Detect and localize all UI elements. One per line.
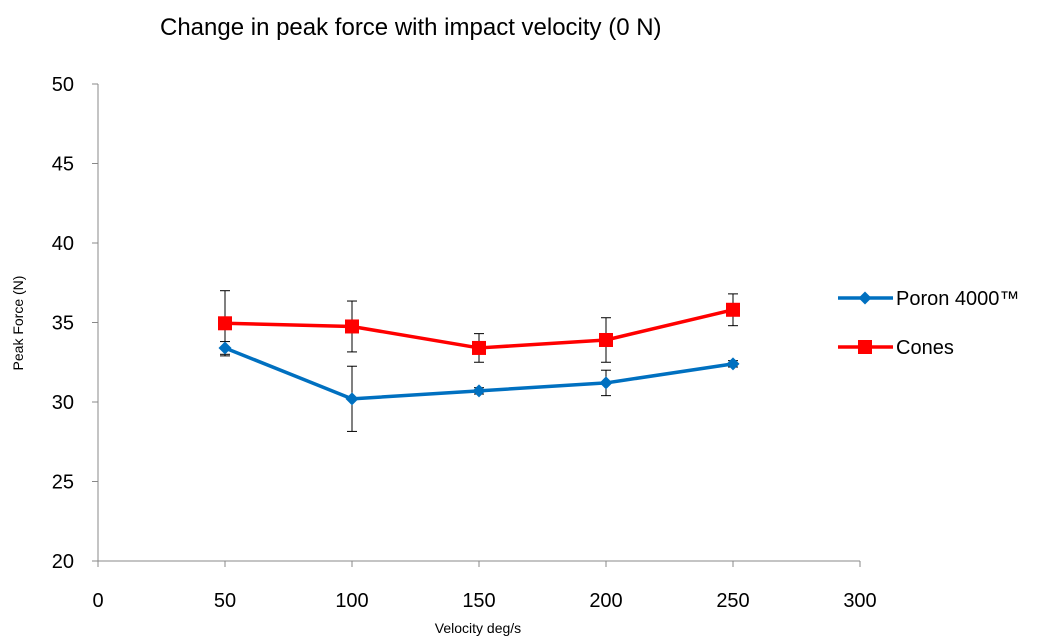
x-tick-label: 50 — [214, 590, 236, 612]
data-point-poron — [472, 384, 486, 398]
y-tick-label: 45 — [52, 154, 74, 176]
data-point-cones — [472, 340, 486, 355]
legend-label-cones: Cones — [896, 337, 954, 359]
legend: Poron 4000™ Cones — [838, 288, 1019, 359]
data-point-cones — [218, 316, 232, 331]
data-point-cones — [599, 332, 613, 347]
data-point-cones — [726, 302, 740, 317]
data-point-poron — [599, 376, 613, 390]
x-tick-label: 100 — [335, 590, 368, 612]
series-markers — [218, 302, 740, 406]
legend-label-poron: Poron 4000™ — [896, 288, 1019, 310]
tick-labels: 20 25 30 35 40 45 50 0 50 100 150 200 250 300 — [52, 74, 877, 612]
x-tick-label: 250 — [716, 590, 749, 612]
axes — [92, 83, 861, 567]
data-point-cones — [345, 319, 359, 334]
error-bars — [220, 290, 738, 432]
y-tick-label: 50 — [52, 74, 74, 96]
y-tick-label: 30 — [52, 392, 74, 414]
y-tick-label: 35 — [52, 313, 74, 335]
legend-marker-cones — [858, 340, 872, 354]
data-point-poron — [345, 392, 359, 406]
chart-title: Change in peak force with impact velocit… — [160, 14, 662, 41]
data-point-poron — [726, 357, 740, 371]
x-tick-label: 150 — [462, 590, 495, 612]
legend-marker-poron — [858, 291, 872, 305]
x-tick-label: 300 — [843, 590, 876, 612]
y-axis-label: Peak Force (N) — [10, 276, 26, 371]
x-tick-label: 200 — [589, 590, 622, 612]
x-tick-label: 0 — [92, 590, 103, 612]
y-tick-label: 25 — [52, 472, 74, 494]
y-tick-label: 20 — [52, 551, 74, 573]
data-point-poron — [218, 341, 232, 355]
x-axis-label: Velocity deg/s — [435, 620, 521, 636]
y-tick-label: 40 — [52, 233, 74, 255]
